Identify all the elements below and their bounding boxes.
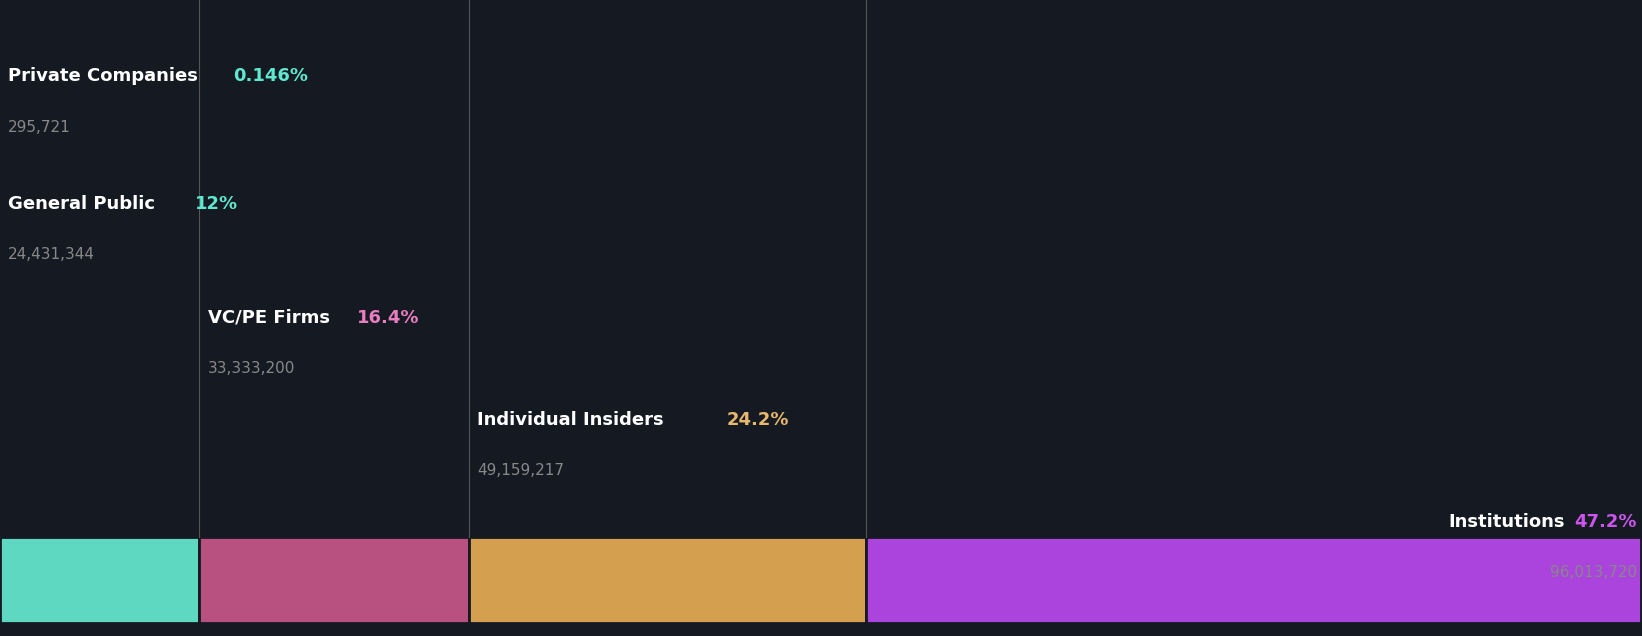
Text: 24.2%: 24.2% [727,411,790,429]
Text: 49,159,217: 49,159,217 [476,463,563,478]
Text: 12%: 12% [195,195,238,212]
Bar [0,537,199,623]
Bar [199,537,468,623]
Text: Private Companies: Private Companies [8,67,199,85]
Bar [865,537,1640,623]
Text: 295,721: 295,721 [8,120,71,135]
Text: 96,013,720: 96,013,720 [1550,565,1637,580]
Bar [468,537,865,623]
Text: General Public: General Public [8,195,156,212]
Text: 33,333,200: 33,333,200 [207,361,296,377]
Text: 0.146%: 0.146% [233,67,309,85]
Text: 16.4%: 16.4% [356,309,419,327]
Text: 47.2%: 47.2% [1575,513,1637,530]
Text: VC/PE Firms: VC/PE Firms [207,309,330,327]
Text: 24,431,344: 24,431,344 [8,247,95,262]
Text: Institutions: Institutions [1448,513,1565,530]
Text: Individual Insiders: Individual Insiders [476,411,663,429]
